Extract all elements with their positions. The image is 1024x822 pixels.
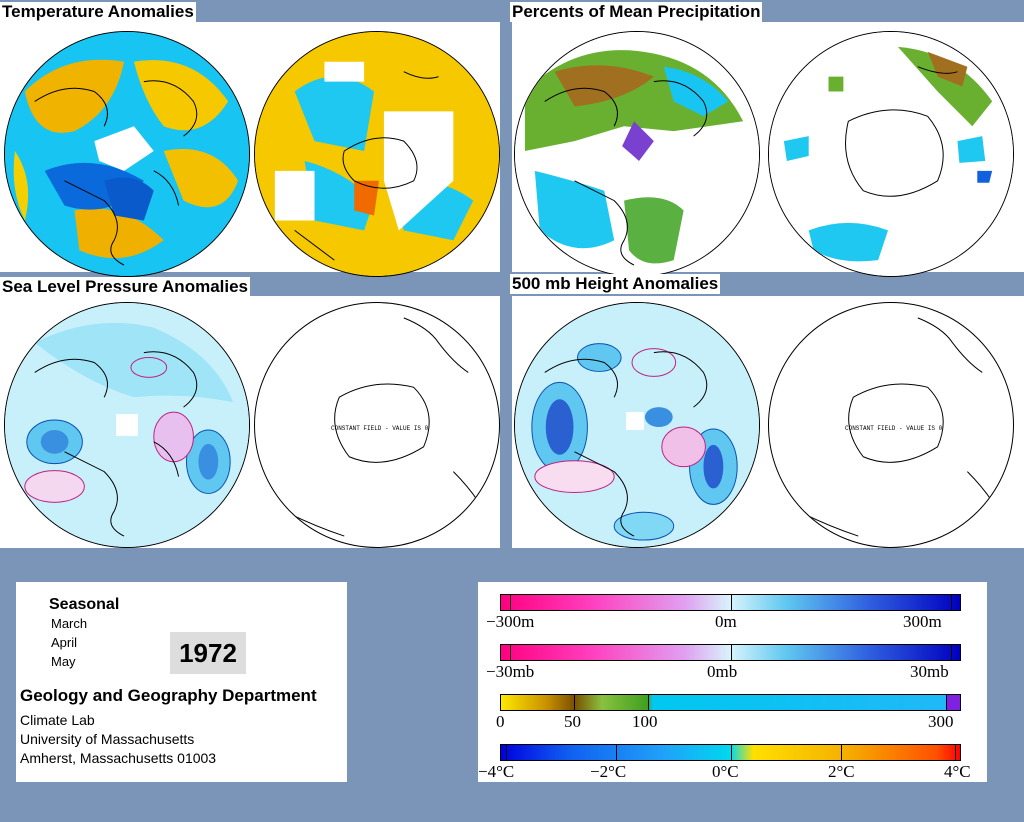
slp-sh-globe: CONSTANT FIELD - VALUE IS 0 xyxy=(254,302,500,548)
lab-name: Climate Lab xyxy=(20,712,95,728)
temperature-panel xyxy=(0,22,500,277)
temp-label-0: 0°C xyxy=(712,762,739,781)
year-label: 1972 xyxy=(170,632,246,674)
height-label-zero: 0m xyxy=(715,612,737,631)
precip-label-50: 50 xyxy=(564,712,581,731)
seasonal-label: Seasonal xyxy=(49,596,120,613)
pressure-label-max: 30mb xyxy=(910,662,949,681)
height500-constant-field-label: CONSTANT FIELD - VALUE IS 0 xyxy=(845,425,943,432)
slp-panel: CONSTANT FIELD - VALUE IS 0 xyxy=(0,296,500,548)
precipitation-nh-globe xyxy=(514,31,760,277)
pressure-label-min: −30mb xyxy=(486,662,535,681)
pressure-label-zero: 0mb xyxy=(707,662,738,681)
slp-constant-field-label: CONSTANT FIELD - VALUE IS 0 xyxy=(331,425,429,432)
temp-label-minus2: −2°C xyxy=(590,762,627,781)
pressure-colorbar xyxy=(500,644,961,661)
height500-title: 500 mb Height Anomalies xyxy=(510,274,721,294)
temperature-colorbar xyxy=(500,744,961,761)
precip-label-300: 300 xyxy=(928,712,954,731)
height-colorbar xyxy=(500,594,961,611)
month-may: May xyxy=(51,654,76,669)
month-april: April xyxy=(51,635,78,650)
slp-title: Sea Level Pressure Anomalies xyxy=(0,277,251,297)
precipitation-panel xyxy=(512,22,1024,277)
height-label-max: 300m xyxy=(903,612,942,631)
temperature-title: Temperature Anomalies xyxy=(0,2,196,22)
address-line: Amherst, Massachusetts 01003 xyxy=(20,750,217,766)
info-box: Seasonal March April May 1972 Geology an… xyxy=(16,582,347,782)
temp-label-2: 2°C xyxy=(828,762,855,781)
slp-nh-globe xyxy=(4,302,250,548)
temp-label-minus4: −4°C xyxy=(478,762,515,781)
precip-label-100: 100 xyxy=(632,712,658,731)
height500-nh-globe xyxy=(514,302,760,548)
month-march: March xyxy=(51,616,88,631)
height500-sh-globe: CONSTANT FIELD - VALUE IS 0 xyxy=(768,302,1014,548)
university-name: University of Massachusetts xyxy=(20,731,195,747)
precipitation-sh-globe xyxy=(768,31,1014,277)
height500-panel: CONSTANT FIELD - VALUE IS 0 xyxy=(512,296,1024,548)
color-legend: −300m 0m 300m −30mb 0mb 30mb 0 50 100 30… xyxy=(478,582,987,782)
temperature-sh-globe xyxy=(254,31,500,277)
precip-label-0: 0 xyxy=(496,712,505,731)
temperature-nh-globe xyxy=(4,31,250,277)
precipitation-title: Percents of Mean Precipitation xyxy=(510,2,763,22)
department-name: Geology and Geography Department xyxy=(20,686,317,705)
temp-label-4: 4°C xyxy=(944,762,971,781)
height-label-min: −300m xyxy=(486,612,535,631)
precipitation-colorbar xyxy=(500,694,961,711)
